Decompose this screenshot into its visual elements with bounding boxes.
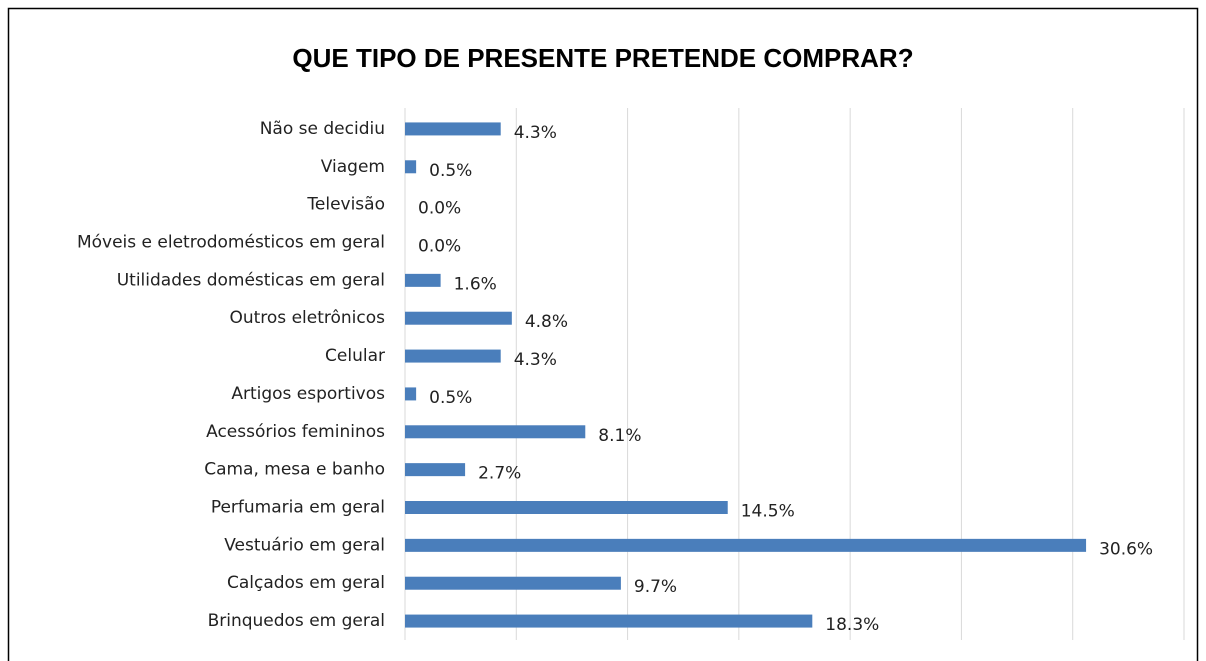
y-tick-label: Viagem — [321, 157, 385, 177]
data-label: 14.5% — [741, 502, 795, 522]
bar — [405, 425, 586, 439]
bar — [405, 349, 501, 363]
bar — [405, 122, 501, 136]
y-tick-label: Artigos esportivos — [231, 384, 385, 404]
y-tick-label: Outros eletrônicos — [229, 308, 385, 328]
y-tick-label: Televisão — [306, 195, 385, 215]
data-label: 30.6% — [1099, 539, 1153, 559]
y-tick-label: Celular — [325, 346, 385, 366]
y-tick-label: Acessórios femininos — [206, 422, 385, 442]
bar — [405, 501, 728, 514]
chart-frame — [7, 7, 1199, 661]
data-label: 0.0% — [418, 199, 461, 219]
bar — [405, 538, 1087, 552]
bar — [405, 576, 621, 590]
data-label: 0.0% — [418, 237, 461, 257]
data-label: 0.5% — [429, 388, 472, 408]
y-tick-label: Perfumaria em geral — [211, 498, 385, 518]
bar — [405, 273, 441, 287]
bar — [405, 463, 466, 477]
chart-title: QUE TIPO DE PRESENTE PRETENDE COMPRAR? — [292, 43, 913, 73]
y-tick-label: Cama, mesa e banho — [204, 460, 385, 480]
data-label: 8.1% — [598, 426, 641, 446]
bar — [405, 387, 417, 401]
y-tick-label: Vestuário em geral — [224, 535, 385, 555]
data-label: 18.3% — [825, 615, 879, 635]
data-label: 4.8% — [525, 312, 568, 332]
data-label: 4.3% — [514, 123, 557, 143]
data-label: 0.5% — [429, 161, 472, 181]
y-tick-label: Brinquedos em geral — [208, 611, 385, 631]
data-label: 4.3% — [514, 350, 557, 370]
bar — [405, 311, 512, 325]
bar — [405, 160, 417, 174]
data-label: 2.7% — [478, 464, 521, 484]
y-tick-label: Não se decidiu — [260, 119, 385, 139]
bar — [405, 614, 813, 628]
data-label: 1.6% — [454, 274, 497, 294]
y-tick-label: Calçados em geral — [227, 573, 385, 593]
y-tick-label: Utilidades domésticas em geral — [117, 270, 385, 290]
y-tick-label: Móveis e eletrodomésticos em geral — [77, 233, 385, 253]
data-label: 9.7% — [634, 577, 677, 597]
